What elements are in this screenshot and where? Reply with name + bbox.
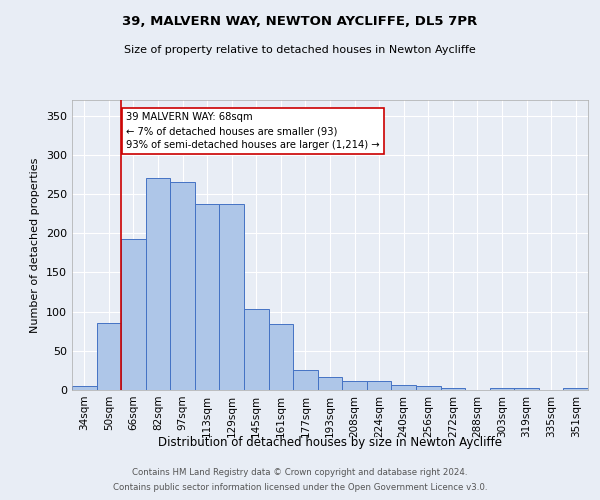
Bar (170, 182, 195, 390)
Text: 39, MALVERN WAY, NEWTON AYCLIFFE, DL5 7PR: 39, MALVERN WAY, NEWTON AYCLIFFE, DL5 7P… (122, 15, 478, 28)
Bar (416, 386, 440, 390)
Bar (72, 386, 97, 390)
Bar (490, 388, 514, 390)
Bar (220, 204, 244, 390)
Bar (318, 378, 342, 390)
Text: Contains HM Land Registry data © Crown copyright and database right 2024.: Contains HM Land Registry data © Crown c… (132, 468, 468, 477)
Text: Distribution of detached houses by size in Newton Aycliffe: Distribution of detached houses by size … (158, 436, 502, 449)
Text: Contains public sector information licensed under the Open Government Licence v3: Contains public sector information licen… (113, 483, 487, 492)
Bar (563, 388, 588, 390)
Bar (121, 238, 146, 390)
Bar (367, 380, 391, 390)
Bar (391, 384, 416, 390)
Bar (97, 324, 121, 390)
Bar (342, 380, 367, 390)
Bar (440, 388, 465, 390)
Bar (514, 388, 539, 390)
Text: 39 MALVERN WAY: 68sqm
← 7% of detached houses are smaller (93)
93% of semi-detac: 39 MALVERN WAY: 68sqm ← 7% of detached h… (126, 112, 380, 150)
Y-axis label: Number of detached properties: Number of detached properties (31, 158, 40, 332)
Bar (269, 324, 293, 390)
Bar (293, 370, 318, 390)
Bar (244, 310, 269, 390)
Bar (195, 204, 220, 390)
Text: Size of property relative to detached houses in Newton Aycliffe: Size of property relative to detached ho… (124, 45, 476, 55)
Bar (146, 178, 170, 390)
